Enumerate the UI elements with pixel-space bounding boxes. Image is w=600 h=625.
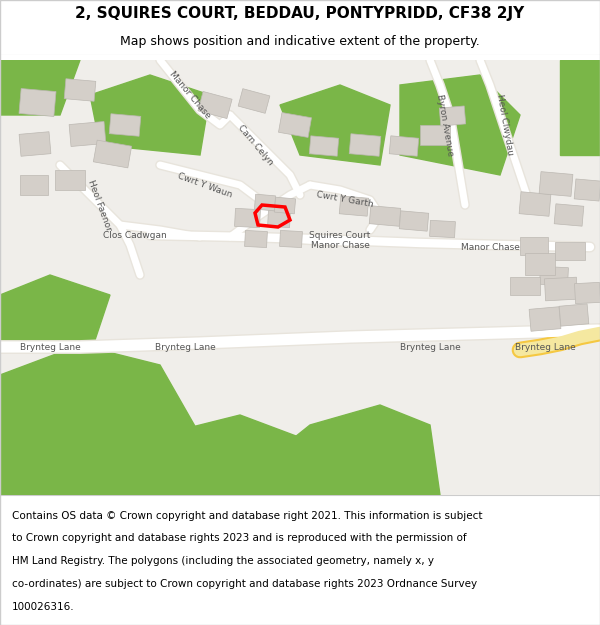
- Bar: [20, 175, 48, 195]
- Text: Brynteg Lane: Brynteg Lane: [155, 342, 215, 351]
- Bar: [519, 192, 551, 216]
- Bar: [574, 282, 600, 304]
- Text: 2, SQUIRES COURT, BEDDAU, PONTYPRIDD, CF38 2JY: 2, SQUIRES COURT, BEDDAU, PONTYPRIDD, CF…: [76, 6, 524, 21]
- Polygon shape: [100, 415, 320, 495]
- Bar: [274, 197, 296, 214]
- Bar: [529, 307, 561, 331]
- Text: Carn Celyn: Carn Celyn: [236, 123, 274, 167]
- Bar: [268, 211, 290, 227]
- Bar: [19, 132, 51, 156]
- Text: Manor Chase: Manor Chase: [461, 242, 520, 251]
- Text: Clos Cadwgan: Clos Cadwgan: [103, 231, 167, 239]
- Bar: [309, 136, 339, 156]
- Bar: [420, 125, 450, 145]
- Polygon shape: [0, 275, 110, 355]
- Bar: [555, 242, 585, 260]
- Bar: [55, 170, 85, 190]
- Bar: [254, 194, 275, 211]
- Bar: [339, 196, 369, 216]
- Bar: [245, 231, 268, 248]
- Bar: [554, 204, 584, 226]
- Polygon shape: [0, 345, 200, 495]
- Text: Heol Clwydau: Heol Clwydau: [495, 94, 515, 156]
- Bar: [69, 121, 106, 146]
- Text: Brynteg Lane: Brynteg Lane: [515, 342, 575, 351]
- Bar: [544, 277, 578, 301]
- Bar: [574, 179, 600, 201]
- Bar: [94, 140, 131, 168]
- Text: Byron Avenue: Byron Avenue: [435, 93, 455, 157]
- Bar: [559, 304, 589, 326]
- Text: co-ordinates) are subject to Crown copyright and database rights 2023 Ordnance S: co-ordinates) are subject to Crown copyr…: [12, 579, 477, 589]
- Bar: [510, 277, 540, 295]
- Bar: [399, 211, 429, 231]
- Text: Manor Chase: Manor Chase: [311, 241, 370, 249]
- Bar: [525, 253, 555, 275]
- Bar: [64, 79, 96, 101]
- Bar: [430, 221, 455, 238]
- Text: 100026316.: 100026316.: [12, 602, 74, 612]
- Polygon shape: [0, 60, 80, 115]
- Bar: [280, 231, 302, 248]
- Polygon shape: [260, 405, 440, 495]
- Text: Map shows position and indicative extent of the property.: Map shows position and indicative extent…: [120, 35, 480, 48]
- Bar: [19, 89, 56, 116]
- Polygon shape: [560, 60, 600, 155]
- Text: Cwrt Y Waun: Cwrt Y Waun: [176, 171, 233, 199]
- Polygon shape: [280, 85, 390, 165]
- Bar: [349, 134, 381, 156]
- Bar: [520, 237, 548, 255]
- Text: Brynteg Lane: Brynteg Lane: [400, 342, 460, 351]
- Polygon shape: [90, 75, 210, 155]
- Bar: [278, 112, 311, 138]
- Bar: [439, 106, 466, 126]
- Bar: [238, 89, 270, 113]
- Polygon shape: [400, 75, 520, 175]
- Bar: [235, 208, 260, 227]
- Text: Heol Faenor: Heol Faenor: [86, 178, 113, 232]
- Text: to Crown copyright and database rights 2023 and is reproduced with the permissio: to Crown copyright and database rights 2…: [12, 533, 467, 543]
- Text: Squires Court: Squires Court: [310, 231, 371, 239]
- Text: Brynteg Lane: Brynteg Lane: [20, 342, 80, 351]
- Bar: [539, 266, 568, 286]
- Bar: [389, 136, 419, 156]
- Bar: [369, 206, 401, 226]
- Bar: [109, 114, 141, 136]
- Text: Manor Chase: Manor Chase: [167, 69, 212, 121]
- Bar: [198, 91, 232, 119]
- Text: Cwrt Y Garth: Cwrt Y Garth: [316, 191, 374, 209]
- Text: Contains OS data © Crown copyright and database right 2021. This information is : Contains OS data © Crown copyright and d…: [12, 511, 482, 521]
- Bar: [539, 172, 573, 196]
- Text: HM Land Registry. The polygons (including the associated geometry, namely x, y: HM Land Registry. The polygons (includin…: [12, 556, 434, 566]
